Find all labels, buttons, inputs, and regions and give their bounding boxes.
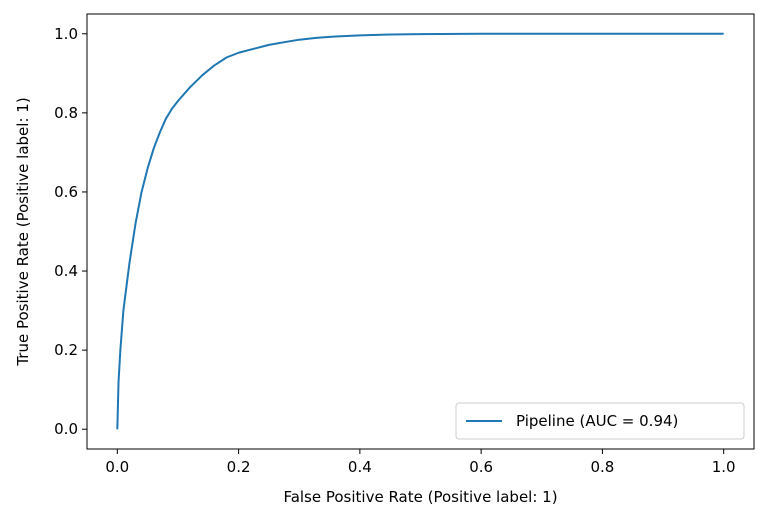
- legend: Pipeline (AUC = 0.94): [455, 402, 745, 440]
- x-tick-label: 0.0: [105, 458, 129, 476]
- x-tick-label: 0.4: [348, 458, 372, 476]
- legend-box: [455, 402, 745, 440]
- axes-frame: [86, 13, 755, 450]
- x-tick-label: 0.8: [590, 458, 614, 476]
- y-axis-label: True Positive Rate (Positive label: 1): [14, 97, 32, 366]
- series-line-0: [116, 32, 724, 430]
- legend-entry: Pipeline (AUC = 0.94): [516, 412, 678, 430]
- x-axis-label: False Positive Rate (Positive label: 1): [283, 488, 557, 506]
- x-tick-label: 0.6: [469, 458, 493, 476]
- y-tick-label: 0.4: [54, 262, 78, 280]
- x-tick-label: 0.2: [227, 458, 251, 476]
- x-axis: 0.0 0.2 0.4 0.6 0.8 1.0: [105, 449, 736, 476]
- plot-area: [86, 13, 755, 450]
- y-tick-label: 0.2: [54, 341, 78, 359]
- x-tick-label: 1.0: [712, 458, 736, 476]
- y-tick-label: 0.8: [54, 104, 78, 122]
- y-tick-label: 0.0: [54, 420, 78, 438]
- y-tick-label: 1.0: [54, 25, 78, 43]
- y-tick-label: 0.6: [54, 183, 78, 201]
- y-axis: 0.0 0.2 0.4 0.6 0.8 1.0: [54, 25, 87, 438]
